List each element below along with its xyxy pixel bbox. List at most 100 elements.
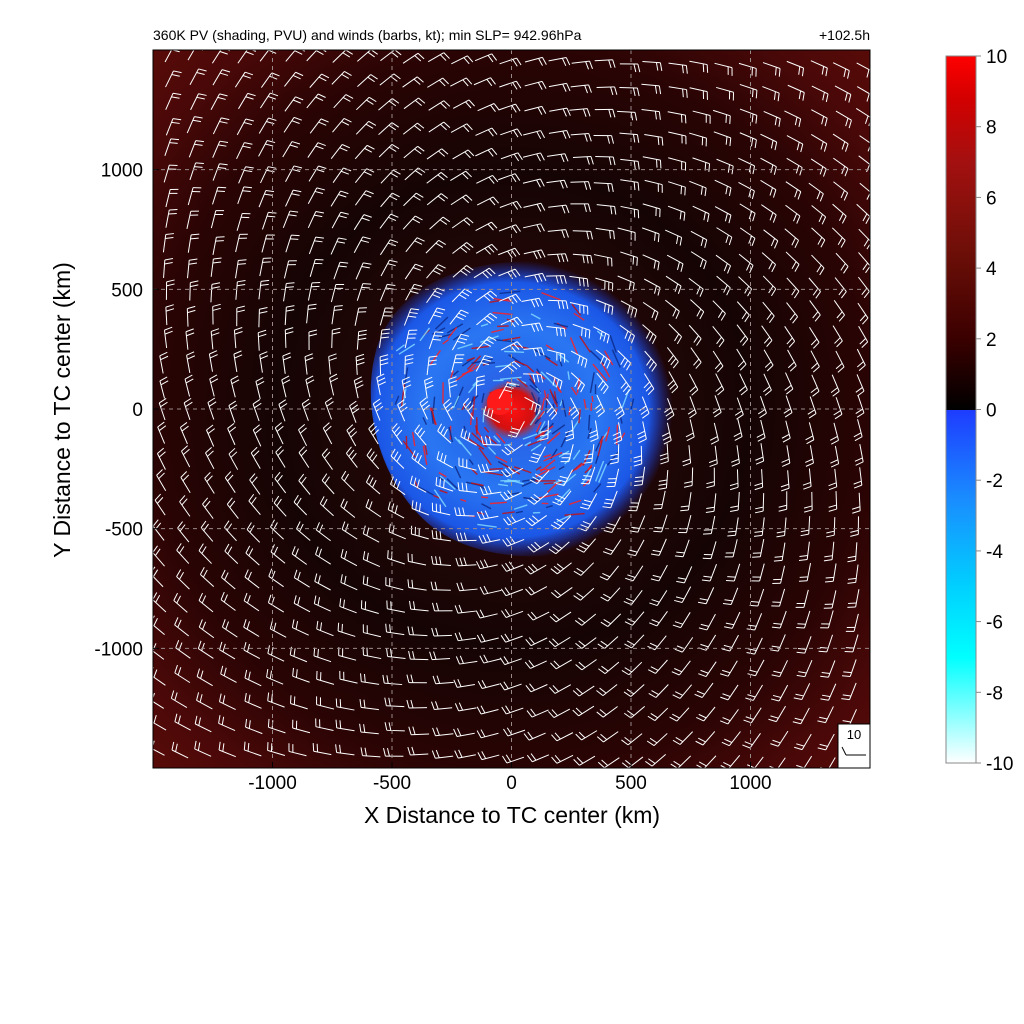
wind-barb (832, 133, 849, 152)
pv-streak (521, 478, 540, 487)
wind-barb (523, 223, 545, 233)
wind-barb (236, 305, 245, 327)
wind-barb (726, 563, 741, 582)
pv-streak (603, 350, 614, 366)
wind-barb (810, 350, 820, 373)
wind-barb (235, 259, 247, 279)
wind-barb (165, 188, 179, 208)
wind-barb (170, 690, 188, 708)
wind-barb (331, 305, 343, 325)
wind-barb (307, 281, 321, 301)
wind-barb (664, 229, 683, 246)
wind-barb (807, 396, 817, 419)
wind-barb (258, 189, 275, 208)
wind-barb (212, 236, 225, 255)
wind-barb (501, 444, 523, 456)
pv-streak (534, 432, 545, 440)
wind-barb (688, 373, 699, 396)
wind-barb (739, 203, 756, 222)
wind-barb (820, 660, 836, 678)
wind-barb (856, 86, 870, 104)
wind-barb (572, 705, 595, 717)
wind-barb (523, 347, 545, 357)
wind-barb (685, 419, 695, 442)
pv-streak (489, 467, 504, 470)
wind-barb (221, 569, 236, 590)
wind-barb (341, 521, 358, 540)
wind-barb (180, 471, 191, 494)
wind-barb (340, 498, 356, 518)
wind-barb (811, 254, 825, 276)
wind-barb (800, 516, 811, 537)
wind-barb (284, 327, 294, 348)
wind-barb (609, 444, 620, 465)
wind-barb (690, 230, 708, 248)
wind-barb (500, 152, 523, 162)
wind-barb (345, 446, 358, 468)
wind-barb (501, 341, 524, 352)
wind-barb (572, 323, 591, 339)
pv-streak (476, 417, 478, 433)
wind-barb (158, 398, 168, 421)
wind-barb (831, 227, 846, 248)
wind-barb (667, 111, 687, 124)
wind-barb (786, 157, 803, 176)
wind-barb (739, 373, 748, 396)
wind-barb (306, 303, 317, 324)
wind-barb (501, 705, 524, 715)
wind-barb (452, 265, 474, 278)
pv-streak (599, 435, 605, 444)
wind-barb (230, 375, 240, 398)
wind-barb (218, 693, 236, 710)
pv-streak (489, 298, 510, 303)
wind-barb (384, 697, 405, 708)
wind-barb (257, 329, 267, 351)
wind-barb (672, 612, 691, 629)
wind-barb (650, 564, 668, 582)
pv-streak (468, 458, 474, 466)
wind-barb (593, 182, 614, 193)
wind-barb (402, 215, 423, 230)
wind-barb (432, 602, 453, 612)
pv-streak (442, 338, 450, 345)
wind-barb (282, 141, 301, 158)
wind-barb (560, 444, 574, 463)
wind-barb (521, 322, 544, 332)
wind-barb (720, 660, 738, 677)
wind-barb (408, 650, 429, 661)
wind-barb (697, 587, 715, 605)
pv-streak (560, 430, 570, 448)
pv-streak (452, 395, 460, 409)
wind-barb (404, 167, 426, 181)
wind-barb (623, 590, 643, 606)
wind-barb (380, 259, 398, 277)
wind-barb (208, 350, 218, 372)
wind-barb (644, 350, 657, 372)
pv-streak (587, 464, 593, 471)
pv-streak (516, 377, 528, 388)
wind-barb (594, 108, 616, 118)
wind-barb (784, 228, 799, 249)
pv-streak (616, 424, 619, 445)
colorbar-tick-label: -10 (986, 754, 1013, 775)
wind-barb (174, 617, 190, 637)
wind-barb (450, 170, 472, 181)
y-tick-label: -1000 (94, 639, 143, 660)
wind-barb (745, 684, 763, 701)
pv-streak (439, 489, 448, 494)
wind-barb (803, 491, 813, 513)
wind-barb (157, 421, 167, 444)
wind-barb (332, 50, 353, 63)
x-tick-label: 500 (615, 773, 647, 794)
wind-barb (712, 300, 726, 321)
pv-streak (489, 501, 507, 505)
wind-barb (296, 521, 311, 541)
wind-barb (668, 157, 687, 171)
wind-barb (551, 732, 574, 742)
wind-barb (360, 673, 380, 685)
wind-barb (401, 376, 412, 399)
wind-barb (200, 520, 214, 542)
wind-barb (712, 109, 731, 125)
wind-barb (233, 350, 243, 372)
wind-barb (841, 659, 857, 677)
